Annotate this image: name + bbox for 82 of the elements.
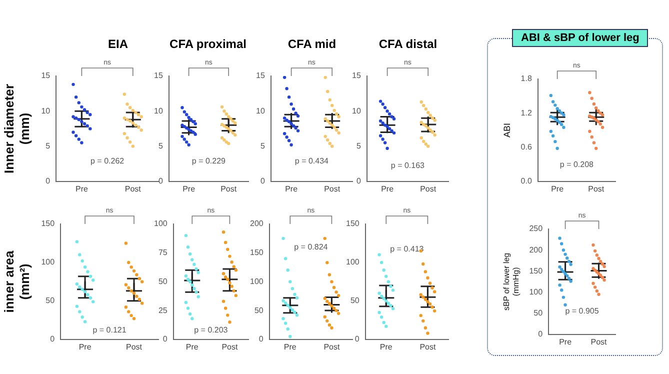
annotation: p = 0.121 [92,325,127,334]
y-tick-label: 50 [254,306,264,315]
y-tick-label: 5 [158,141,164,150]
annotation: p = 0.163 [390,160,426,170]
y-tick-label: 25 [158,306,168,315]
y-tick-label: 10 [256,106,266,116]
y-tick-label: 150 [529,266,544,276]
y-tick-label: 10 [41,106,51,116]
y-tick-label: 15 [41,71,51,80]
y-tick-label: 0 [50,334,56,344]
x-tick-label: Post [590,337,608,346]
y-tick-label: 5 [260,141,266,150]
x-tick-label: Pre [284,342,297,352]
chart-title: CFA distal [378,37,438,51]
x-tick-label: Pre [380,342,393,352]
y-tick-label: 0.6 [520,142,532,152]
y-tick-label: 5 [356,141,362,150]
x-tick-label: Post [420,184,437,194]
x-tick-label: Post [124,184,142,194]
y-tick-label: 5 [46,141,51,150]
y-tick-label: 150 [346,219,360,228]
y-tick-label: 200 [529,245,544,254]
chart-title: EIA [106,37,129,51]
y-tick-label: 100 [41,258,56,267]
y-tick-label: 0 [260,176,266,186]
y-tick-label: 0 [354,334,360,344]
y-tick-label: 1.8 [520,74,532,84]
y-tick-label: 10 [352,106,362,116]
chart-title: CFA mid [286,37,338,51]
y-tick-label: 100 [154,219,168,228]
x-tick-label: Post [222,342,238,352]
x-tick-label: Pre [182,184,196,194]
y-tick-label: 50 [350,296,360,306]
x-tick-label: Post [588,184,605,194]
y-tick-label: 10 [154,106,164,116]
annotation: p = 0.905 [565,306,600,316]
y-axis-title: sBP of lower leg (mmHg) [502,252,521,311]
annotation: p = 0.262 [90,156,125,166]
y-tick-label: 15 [256,71,266,80]
y-tick-label: 0 [538,330,544,339]
x-tick-label: Pre [186,342,199,352]
y-axis-title: ABI [502,122,512,138]
x-tick-label: Post [420,342,436,352]
x-tick-label: Post [220,184,238,194]
x-tick-label: Post [324,342,340,352]
chart-title: ABI & sBP of lower leg [512,29,648,47]
y-tick-label: 200 [250,219,264,228]
x-tick-label: Pre [559,337,572,346]
x-tick-label: Pre [75,184,88,194]
annotation: p = 0.208 [560,160,594,170]
y-tick-label: 0 [162,334,168,344]
y-tick-label: 150 [250,248,264,258]
y-tick-label: 50 [534,308,544,318]
annotation: p = 0.229 [192,156,226,166]
y-axis-title: Inner diameter (mm) [1,84,32,174]
y-tick-label: 15 [154,71,164,80]
y-tick-label: 15 [352,71,362,80]
y-tick-label: 0.0 [520,176,532,186]
y-tick-label: 100 [250,276,264,286]
chart-title: CFA proximal [168,37,248,51]
y-tick-label: 0 [158,176,164,186]
y-tick-label: 1.2 [520,108,532,118]
x-tick-label: Post [126,342,143,352]
y-tick-label: 50 [158,276,168,286]
y-tick-label: 0 [258,334,264,344]
y-tick-label: 150 [41,219,56,228]
annotation: p = 0.203 [194,325,228,334]
x-tick-label: Post [324,184,341,194]
y-tick-label: 0 [356,176,362,186]
x-tick-label: Pre [551,184,564,194]
y-tick-label: 0 [46,176,51,186]
x-tick-label: Pre [78,342,92,352]
y-tick-label: 100 [529,287,544,296]
y-tick-label: 75 [158,248,168,258]
y-tick-label: 100 [346,258,360,267]
y-axis-title: inner area (mm²) [1,250,32,313]
y-tick-label: 250 [529,224,544,234]
x-tick-label: Pre [381,184,394,194]
annotation: p = 0.824 [294,242,328,252]
x-tick-label: Pre [285,184,298,194]
y-tick-label: 50 [46,296,56,306]
annotation: p = 0.434 [294,156,330,166]
